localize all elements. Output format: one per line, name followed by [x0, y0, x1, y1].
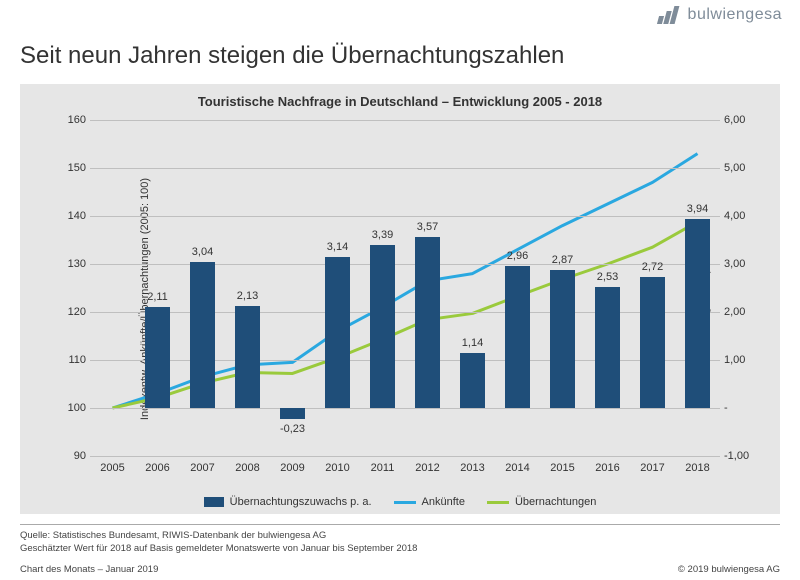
y-tick-left: 160	[56, 114, 86, 126]
chart-of-month: Chart des Monats – Januar 2019	[20, 564, 158, 577]
bar-label: 3,94	[687, 203, 708, 215]
copyright: © 2019 bulwiengesa AG	[678, 564, 780, 577]
y-tick-right: 5,00	[724, 162, 760, 174]
y-tick-right: 6,00	[724, 114, 760, 126]
legend-item: Übernachtungen	[487, 496, 596, 508]
legend-item: Ankünfte	[394, 496, 465, 508]
brand-logo: bulwiengesa	[658, 6, 782, 24]
bar-label: 3,39	[372, 229, 393, 241]
grid-line	[90, 360, 720, 361]
bar	[190, 262, 215, 408]
bar-label: 3,14	[327, 241, 348, 253]
grid-line	[90, 216, 720, 217]
brand-name: bulwiengesa	[688, 6, 782, 24]
source-line-1: Quelle: Statistisches Bundesamt, RIWIS-D…	[20, 530, 780, 543]
line-series-layer	[90, 120, 720, 456]
bar	[235, 306, 260, 408]
y-tick-right: 2,00	[724, 306, 760, 318]
y-tick-left: 130	[56, 258, 86, 270]
y-tick-right: -	[724, 402, 760, 414]
bar-label: 2,53	[597, 271, 618, 283]
bar	[370, 245, 395, 408]
y-tick-left: 120	[56, 306, 86, 318]
bar-label: 3,57	[417, 221, 438, 233]
bar	[550, 270, 575, 408]
bar	[460, 353, 485, 408]
y-tick-right: 4,00	[724, 210, 760, 222]
bar-label: -0,23	[280, 423, 305, 435]
grid-line	[90, 408, 720, 409]
x-tick: 2007	[190, 462, 214, 474]
bar-label: 3,04	[192, 246, 213, 258]
grid-line	[90, 312, 720, 313]
bar-label: 2,87	[552, 254, 573, 266]
x-tick: 2006	[145, 462, 169, 474]
grid-line	[90, 264, 720, 265]
y-tick-left: 90	[56, 450, 86, 462]
bar	[640, 277, 665, 408]
x-tick: 2012	[415, 462, 439, 474]
bar-label: 1,14	[462, 337, 483, 349]
x-tick: 2014	[505, 462, 529, 474]
bar	[325, 257, 350, 408]
bar-label: 2,96	[507, 250, 528, 262]
x-tick: 2015	[550, 462, 574, 474]
chart-container: Touristische Nachfrage in Deutschland – …	[20, 84, 780, 514]
y-tick-left: 100	[56, 402, 86, 414]
x-tick: 2013	[460, 462, 484, 474]
legend-item: Übernachtungszuwachs p. a.	[204, 496, 372, 508]
grid-line	[90, 456, 720, 457]
grid-line	[90, 120, 720, 121]
y-tick-right: -1,00	[724, 450, 760, 462]
bar-label: 2,72	[642, 261, 663, 273]
x-tick: 2011	[371, 462, 395, 474]
page-title: Seit neun Jahren steigen die Übernachtun…	[20, 42, 780, 70]
bar	[595, 287, 620, 408]
chart-legend: Übernachtungszuwachs p. a. Ankünfte Überna…	[20, 496, 780, 508]
y-tick-right: 3,00	[724, 258, 760, 270]
x-tick: 2005	[100, 462, 124, 474]
x-tick: 2008	[235, 462, 259, 474]
x-tick: 2018	[685, 462, 709, 474]
chart-title: Touristische Nachfrage in Deutschland – …	[20, 94, 780, 109]
source-line-2: Geschätzter Wert für 2018 auf Basis geme…	[20, 543, 780, 556]
footer: Quelle: Statistisches Bundesamt, RIWIS-D…	[20, 524, 780, 576]
bar-label: 2,11	[147, 291, 168, 303]
bar	[505, 266, 530, 408]
bar	[145, 307, 170, 408]
bar	[415, 237, 440, 408]
y-tick-left: 150	[56, 162, 86, 174]
y-tick-left: 140	[56, 210, 86, 222]
x-tick: 2016	[595, 462, 619, 474]
x-tick: 2009	[280, 462, 304, 474]
y-tick-right: 1,00	[724, 354, 760, 366]
y-tick-left: 110	[56, 354, 86, 366]
bar	[280, 408, 305, 419]
x-tick: 2010	[325, 462, 349, 474]
x-tick: 2017	[640, 462, 664, 474]
plot-area: 90100110120130140150160-1,00-1,002,003,0…	[90, 120, 720, 456]
bar	[685, 219, 710, 408]
logo-bars-icon	[658, 6, 682, 24]
bar-label: 2,13	[237, 290, 258, 302]
grid-line	[90, 168, 720, 169]
